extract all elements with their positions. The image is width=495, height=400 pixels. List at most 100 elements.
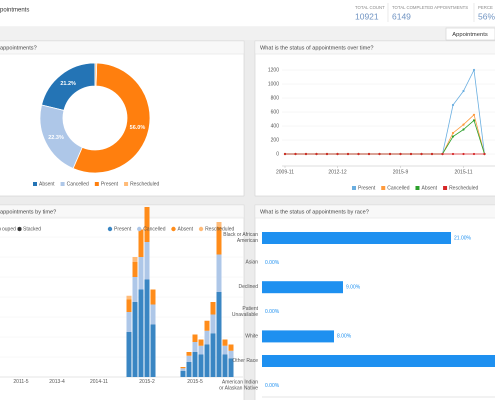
label-line: or Alaskan Native [219, 386, 258, 392]
legend-label: Cancelled [67, 181, 89, 187]
panel-title: What is the status of appointments over … [260, 45, 373, 51]
bar-segment [198, 354, 204, 377]
stat-value: 10921 [355, 11, 379, 21]
series-marker [472, 119, 476, 122]
series-marker [462, 89, 465, 93]
label-line: Patient [242, 306, 258, 312]
legend-label: Rescheduled [130, 181, 159, 187]
tab-row [0, 27, 495, 40]
panel [254, 40, 495, 197]
series-marker [462, 128, 465, 131]
bar-segment [210, 333, 216, 377]
bar-segment [150, 304, 156, 325]
bar-segment [198, 345, 204, 355]
label-line: Black or African [223, 232, 258, 238]
legend-swatch [171, 226, 176, 232]
bar-segment [150, 289, 156, 305]
radio [17, 226, 22, 232]
panel-header [254, 40, 495, 55]
panel-title: What is the status of appointments by ra… [260, 209, 369, 215]
donut-slice [72, 62, 151, 174]
category-label: Patient Unavailable [232, 306, 259, 318]
series-marker [451, 152, 455, 156]
y-tick-label: 800 [271, 95, 280, 101]
series-marker [451, 135, 455, 138]
panel-title: appointments by time? [0, 209, 56, 215]
slice-label: 21.2% [60, 81, 76, 87]
bar-segment [216, 292, 222, 377]
bar-segment [192, 352, 198, 377]
x-tick-label: 2015-9 [393, 169, 409, 175]
bar-segment [192, 342, 198, 352]
legend-swatch [60, 182, 65, 186]
y-tick-label: 600 [271, 109, 280, 115]
stat-value: 56% [478, 11, 495, 21]
donut-slice [94, 62, 98, 87]
legend-swatch [137, 226, 142, 232]
legend-swatch [107, 226, 113, 232]
bar-segment [132, 257, 138, 262]
bar-segment [222, 345, 228, 355]
tab[interactable] [445, 27, 495, 41]
bar-segment [126, 312, 132, 332]
x-tick-label: 2011-5 [13, 379, 28, 385]
y-tick-label: 0 [276, 151, 279, 157]
series-marker [409, 152, 413, 156]
radio-label[interactable]: ouped [2, 226, 16, 232]
bar-segment [198, 339, 204, 346]
legend-label: Absent [421, 185, 437, 191]
series-marker [346, 152, 350, 156]
legend-label: Present [101, 181, 119, 187]
x-tick-label: 2015-5 [187, 379, 203, 385]
y-tick-label: 200 [271, 137, 280, 143]
series-marker [283, 152, 287, 156]
bar-segment [144, 207, 150, 242]
bar-segment [144, 279, 150, 377]
value-label: 8.00% [337, 334, 352, 340]
y-tick-label: 400 [271, 123, 280, 129]
x-tick-label: 2014-11 [90, 379, 108, 385]
legend-label: Cancelled [143, 226, 165, 232]
bar-segment [138, 257, 144, 290]
bar-segment [180, 368, 186, 371]
category-label: White [245, 334, 258, 340]
category-label: Black or African American [223, 232, 258, 244]
bar-segment [216, 254, 222, 292]
legend-swatch [415, 186, 420, 190]
label-line: Declined [239, 285, 259, 291]
series-marker [420, 152, 423, 156]
legend-label: Absent [177, 226, 193, 232]
bar-segment [204, 320, 210, 331]
series-marker [462, 123, 465, 126]
legend-label: Absent [39, 181, 55, 187]
series-marker [304, 152, 308, 156]
bar-segment [228, 344, 234, 351]
series-marker [315, 152, 318, 156]
bar-segment [132, 262, 138, 277]
x-tick-label: 2015-11 [455, 169, 473, 175]
bar-segment [180, 367, 186, 369]
stat-value: 6149 [392, 11, 411, 21]
label-line: American Indian [222, 380, 258, 386]
series-marker [367, 152, 371, 156]
tab-label[interactable]: Appointments [452, 32, 488, 38]
bar-segment [204, 330, 210, 345]
bar-segment [222, 339, 228, 346]
bar-segment [186, 362, 192, 377]
slice-label: 56.0% [130, 125, 146, 131]
legend-swatch [381, 186, 386, 190]
radio-label[interactable]: Stacked [23, 226, 41, 232]
bar-segment [126, 295, 132, 300]
x-tick-label: 2013-4 [49, 379, 65, 385]
series-marker [430, 152, 434, 156]
bar-segment [132, 302, 138, 377]
panel-header [0, 204, 245, 219]
stat-label: TOTAL COMPLETED APPOINTMENTS [392, 5, 468, 10]
series-marker [294, 152, 297, 156]
series-marker [336, 152, 339, 156]
series-marker [472, 68, 476, 72]
header-title: pointments [0, 8, 29, 14]
value-label: 0.00% [265, 309, 280, 315]
bar [262, 355, 495, 367]
